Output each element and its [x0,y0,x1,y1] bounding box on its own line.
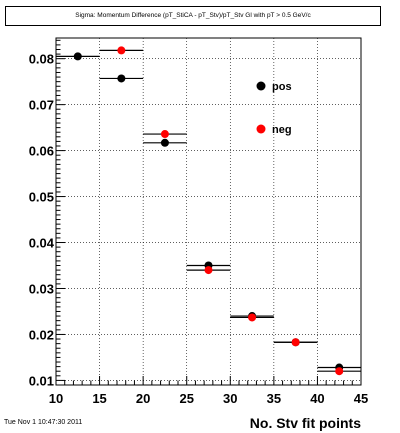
x-tick-label: 20 [136,391,150,406]
y-tick-label: 0.06 [29,144,54,159]
data-point-neg [204,266,213,275]
x-tick-label: 15 [92,391,106,406]
y-tick-label: 0.07 [29,98,54,113]
plot-frame [55,37,362,386]
data-point-neg [291,338,300,347]
data-point-pos [73,52,82,61]
data-point-pos [160,138,169,147]
data-point-neg [248,313,257,322]
x-tick-label: 40 [310,391,324,406]
y-tick-label: 0.08 [29,52,54,67]
legend-marker-neg [256,124,266,134]
y-tick-label: 0.01 [29,373,54,388]
timestamp: Tue Nov 1 10:47:30 2011 [4,419,83,426]
data-point-neg [117,46,126,55]
x-tick-label: 35 [267,391,281,406]
x-tick-label: 25 [179,391,193,406]
x-tick-label: 30 [223,391,237,406]
x-axis-label: No. Stv fit points [250,415,361,431]
y-tick-label: 0.05 [29,190,54,205]
chart-title: Sigma: Momentum Difference (pT_StiCA - p… [5,6,381,26]
x-tick-label: 10 [49,391,63,406]
legend-label-neg: neg [272,124,292,136]
legend-label-pos: pos [272,81,292,93]
y-tick-label: 0.04 [29,236,55,251]
y-tick-label: 0.03 [29,281,54,296]
data-point-neg [335,367,344,376]
x-tick-label: 45 [354,391,368,406]
data-point-neg [160,130,169,139]
legend-marker-pos [256,81,266,91]
data-point-pos [117,74,126,83]
y-tick-label: 0.02 [29,327,54,342]
